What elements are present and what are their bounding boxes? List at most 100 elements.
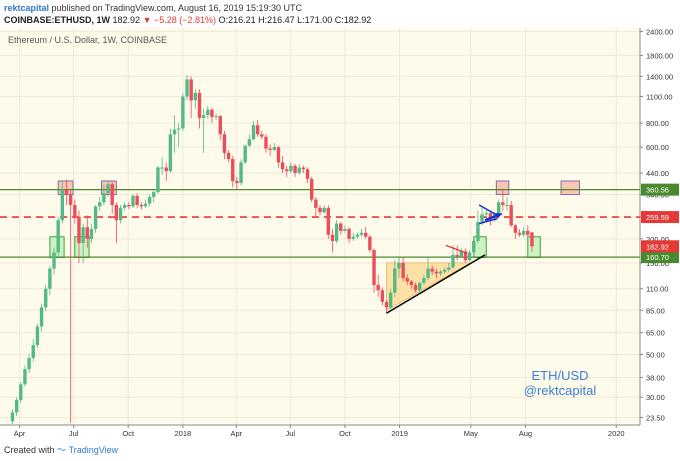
open-value: O:216.21 — [218, 15, 256, 25]
low-value: L:171.00 — [297, 15, 333, 25]
x-tick-label: Jul — [286, 429, 296, 438]
candle-body — [85, 227, 89, 239]
publish-header: rektcapital published on TradingView.com… — [0, 0, 680, 28]
candle — [517, 228, 522, 237]
candle-body — [459, 251, 463, 257]
triangle-pattern — [386, 262, 473, 311]
wedge-line — [478, 217, 498, 225]
x-tick-label: May — [464, 429, 478, 438]
y-tick-label: 600.00 — [646, 143, 669, 152]
support-box — [527, 236, 541, 258]
candle-body — [364, 232, 368, 237]
candle-body — [168, 134, 173, 172]
candle — [89, 223, 94, 244]
footer: Created with 〜 TradingView — [4, 443, 118, 456]
candle — [530, 232, 534, 252]
candle-body — [98, 202, 102, 207]
candle-body — [484, 213, 488, 215]
candle-body — [413, 285, 418, 291]
candle-body — [68, 194, 73, 205]
candle — [405, 274, 409, 286]
candle — [422, 274, 426, 286]
price-tag — [641, 251, 679, 264]
candle-body — [397, 262, 401, 269]
candle-body — [372, 249, 376, 286]
x-tick-label: Jul — [69, 429, 79, 438]
candle-body — [405, 278, 409, 282]
candle-body — [339, 223, 343, 231]
candle-body — [77, 216, 81, 244]
candle — [388, 288, 393, 310]
candle — [289, 162, 293, 174]
candle-body — [268, 148, 272, 150]
high-value: H:216.47 — [258, 15, 295, 25]
footer-brand[interactable]: TradingView — [68, 445, 119, 455]
y-tick-label: 38.00 — [646, 373, 665, 382]
candle-body — [14, 400, 19, 413]
candle-body — [201, 115, 206, 119]
price-tag-label: 182.92 — [646, 242, 669, 251]
candle — [330, 228, 335, 253]
candle-body — [243, 145, 247, 163]
candle-body — [480, 214, 484, 222]
candle — [35, 324, 40, 349]
candle-body — [147, 197, 152, 204]
candle-body — [501, 202, 505, 205]
price-tag — [641, 240, 679, 253]
author-link[interactable]: rektcapital — [4, 3, 50, 13]
candle — [326, 204, 331, 239]
y-tick-label: 110.00 — [646, 285, 668, 294]
candle — [60, 180, 65, 224]
candle-body — [343, 228, 347, 231]
candle — [48, 265, 52, 296]
candle — [351, 232, 355, 241]
price-tag-label: 160.70 — [646, 253, 669, 262]
candle-body — [297, 167, 301, 174]
candle — [189, 76, 193, 119]
candle — [39, 303, 44, 332]
y-tick-label: 85.00 — [646, 306, 665, 315]
red-trendline — [445, 244, 468, 254]
candle — [438, 269, 443, 277]
candle — [334, 220, 339, 244]
candle-body — [422, 278, 426, 283]
candle-body — [164, 167, 168, 172]
chart-area[interactable]: Ethereum / U.S. Dollar, 1W, COINBASE ETH/… — [0, 27, 680, 445]
candle-body — [309, 178, 314, 200]
candle — [401, 257, 405, 282]
candle — [476, 210, 480, 244]
x-tick-label: 2018 — [175, 429, 192, 438]
candle — [426, 257, 430, 281]
price-tag — [641, 183, 679, 196]
candle-body — [210, 109, 214, 118]
price-tag-label: 360.56 — [646, 186, 669, 195]
candle — [380, 287, 385, 306]
candle — [172, 115, 177, 153]
price-axis — [640, 28, 680, 440]
candle-body — [314, 199, 318, 208]
candle-body — [122, 204, 127, 208]
x-tick-label: 2020 — [608, 429, 625, 438]
candle-body — [93, 206, 98, 229]
candle — [314, 197, 318, 217]
candle-body — [48, 268, 52, 289]
candle-body — [301, 167, 306, 170]
candle-body — [318, 207, 322, 213]
candle-body — [488, 213, 493, 221]
candle-body — [218, 116, 222, 135]
candle-body — [393, 268, 397, 293]
candle — [197, 89, 202, 129]
candle-body — [359, 232, 364, 235]
candle — [413, 282, 418, 293]
candle-body — [214, 116, 218, 118]
candle-body — [39, 307, 44, 327]
candle — [206, 106, 210, 120]
candle-body — [56, 220, 60, 253]
candlestick-chart[interactable]: Ethereum / U.S. Dollar, 1W, COINBASE ETH/… — [0, 27, 680, 440]
candle-body — [172, 129, 177, 135]
candle — [264, 134, 268, 153]
candle — [409, 280, 414, 289]
publish-line: rektcapital published on TradingView.com… — [4, 3, 302, 13]
candle — [393, 260, 397, 297]
candle — [222, 130, 227, 160]
